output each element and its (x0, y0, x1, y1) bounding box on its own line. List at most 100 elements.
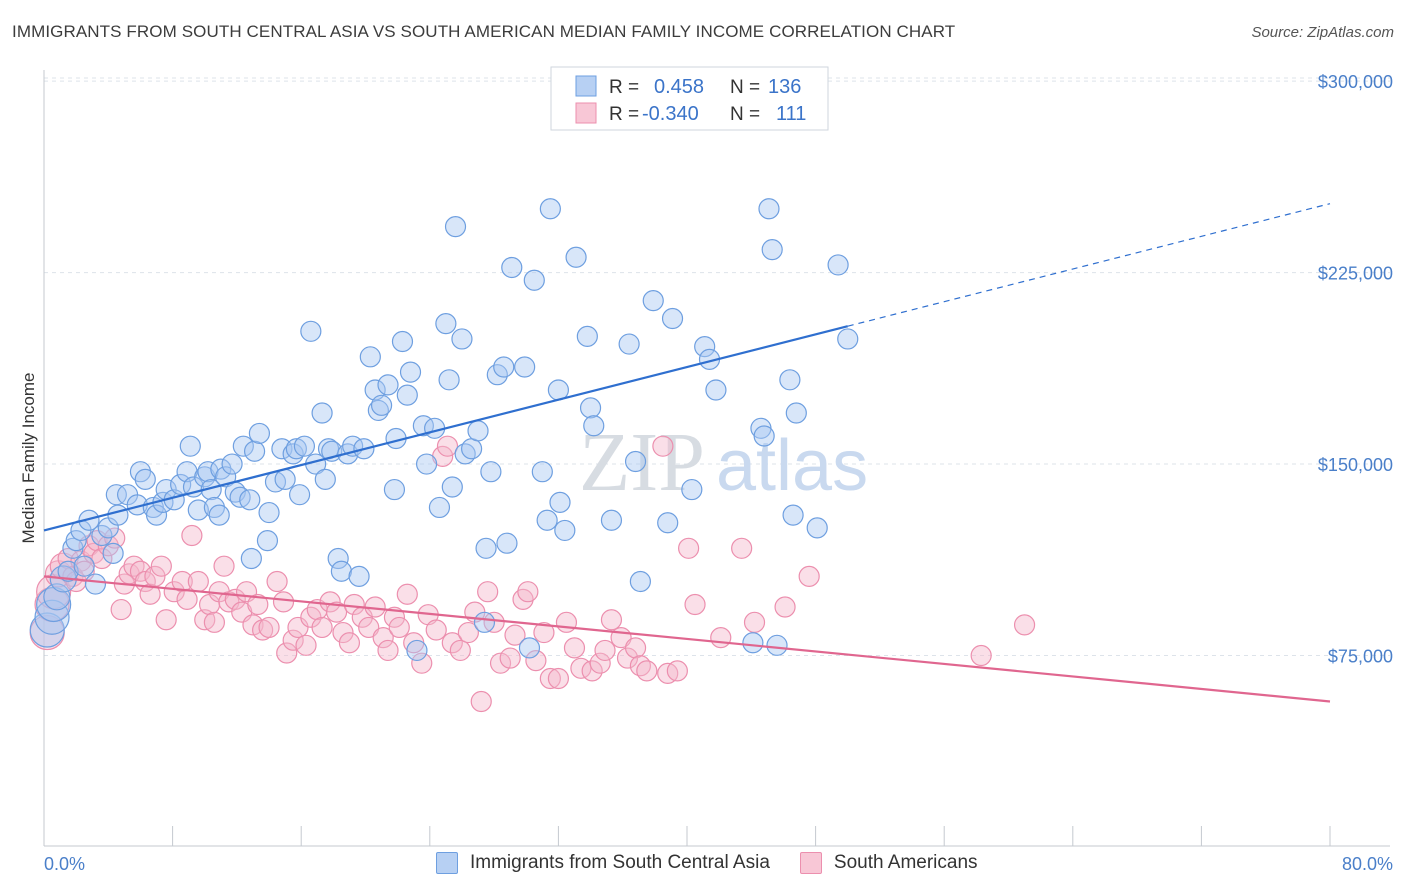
data-point (377, 639, 399, 662)
data-point (470, 690, 492, 713)
data-point (203, 611, 225, 633)
data-point (525, 650, 547, 672)
data-point (475, 537, 497, 559)
data-point (536, 509, 558, 531)
data-point (480, 461, 502, 483)
legend-r-value: 0.458 (654, 76, 704, 98)
data-point (150, 555, 172, 577)
chart-source: Source: ZipAtlas.com (1251, 24, 1394, 41)
data-point (457, 621, 479, 644)
data-point (684, 593, 706, 616)
data-point (145, 504, 168, 526)
data-point (170, 473, 192, 496)
data-point (65, 530, 87, 552)
data-point (451, 328, 473, 350)
data-point (332, 621, 354, 644)
data-point (383, 606, 406, 628)
data-point (499, 647, 521, 669)
watermark-zip: ZIP (579, 416, 705, 509)
data-point (533, 621, 555, 644)
data-point (539, 198, 561, 220)
data-point (276, 642, 298, 664)
legend-swatch-blue (575, 75, 597, 97)
data-point (370, 394, 393, 416)
data-point (636, 660, 658, 682)
legend-n-value: 136 (768, 76, 801, 98)
data-point (208, 504, 230, 526)
data-point (319, 591, 341, 613)
data-point (258, 616, 280, 639)
data-point (84, 573, 107, 595)
data-point (343, 593, 365, 616)
data-point (314, 468, 336, 490)
data-point (377, 374, 399, 396)
data-point (493, 356, 515, 378)
data-point (766, 634, 788, 656)
data-point (43, 583, 71, 611)
data-point (531, 461, 553, 483)
data-point (171, 570, 193, 593)
data-point (785, 402, 807, 424)
data-point (758, 198, 780, 220)
data-point (107, 504, 129, 526)
data-point (104, 527, 126, 549)
watermark-atlas: atlas (716, 426, 868, 506)
data-point (295, 634, 317, 656)
data-point (215, 466, 237, 488)
legend-item-south-americans[interactable]: South Americans (799, 852, 978, 874)
data-point (415, 453, 438, 475)
data-point (388, 616, 410, 639)
data-point (57, 560, 79, 582)
data-point (78, 509, 100, 531)
data-point (221, 453, 243, 475)
legend-n-value: 111 (776, 103, 806, 125)
data-point (589, 652, 611, 674)
y-tick-label: $75,000 (1328, 647, 1393, 667)
data-point (110, 598, 132, 621)
data-point (338, 632, 361, 654)
data-point (372, 627, 394, 649)
data-point (411, 652, 433, 674)
data-point (213, 555, 235, 577)
data-point (742, 632, 764, 654)
data-point (311, 616, 333, 639)
data-point (539, 667, 561, 690)
data-point (576, 325, 598, 347)
data-point (325, 601, 348, 623)
data-point (330, 560, 352, 582)
data-point (517, 581, 539, 603)
trend-lines (43, 203, 1331, 703)
data-point (581, 660, 603, 682)
data-point (311, 402, 333, 424)
data-point (705, 379, 727, 401)
data-point (266, 570, 288, 593)
data-point (179, 435, 201, 457)
data-point (383, 478, 406, 501)
data-point (181, 524, 203, 547)
y-tick-label: $150,000 (1318, 455, 1393, 475)
data-point (248, 422, 271, 445)
data-point (187, 570, 209, 593)
data-point (710, 627, 732, 649)
data-point (555, 611, 578, 633)
data-point (436, 435, 459, 457)
bottom-legend: Immigrants from South Central Asia South… (436, 852, 1008, 874)
data-point (134, 468, 156, 490)
legend-n-label: N = (730, 77, 760, 98)
data-point (779, 369, 801, 391)
data-point (618, 333, 640, 355)
data-point (523, 269, 545, 291)
legend-n-label: N = (730, 104, 760, 125)
data-point (743, 611, 766, 633)
data-point (827, 254, 849, 276)
legend-item-south-central-asia[interactable]: Immigrants from South Central Asia (436, 852, 770, 874)
data-point (661, 307, 684, 330)
data-point (583, 415, 605, 437)
data-point (359, 346, 381, 368)
data-point (282, 629, 304, 651)
data-point (425, 619, 447, 641)
chart-title: IMMIGRANTS FROM SOUTH CENTRAL ASIA VS SO… (12, 22, 956, 41)
data-point (624, 637, 647, 659)
data-point (489, 652, 512, 674)
